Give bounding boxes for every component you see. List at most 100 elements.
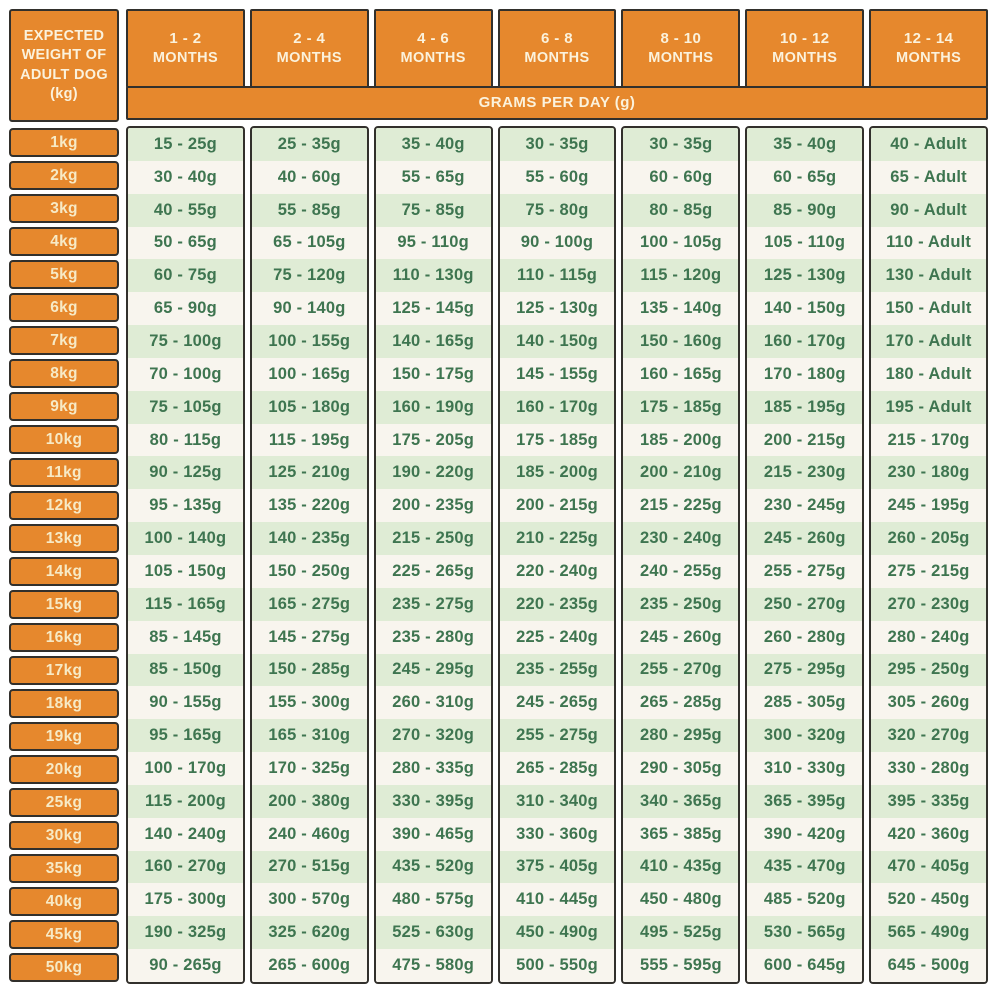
month-range-label: 8 - 10 xyxy=(660,30,702,48)
grams-value-cell: 100 - 170g xyxy=(128,752,243,785)
grams-value-cell: 265 - 285g xyxy=(499,752,615,785)
weight-label: 30kg xyxy=(9,821,119,850)
grams-value-cell: 310 - 340g xyxy=(499,784,615,818)
grams-value-cell: 200 - 215g xyxy=(747,423,863,457)
weight-row-slot: 18kg xyxy=(9,687,119,720)
weight-label: 10kg xyxy=(9,425,119,454)
grams-value-cell: 520 - 450g xyxy=(871,883,987,917)
grams-value-cell: 100 - 140g xyxy=(128,522,243,555)
grams-value-cell: 55 - 65g xyxy=(375,160,491,194)
grams-value-cell: 245 - 260g xyxy=(623,620,739,654)
grams-value-cell: 300 - 570g xyxy=(251,883,367,917)
grams-value-cell: 75 - 100g xyxy=(128,325,243,358)
grams-value-cell: 325 - 620g xyxy=(251,916,367,950)
grams-value-cell: 90 - Adult xyxy=(871,193,987,227)
month-range-label: 12 - 14 xyxy=(903,30,954,48)
grams-value-cell: 280 - 335g xyxy=(375,752,491,785)
grams-value-cell: 60 - 60g xyxy=(623,160,739,194)
grams-value-cell: 35 - 40g xyxy=(375,128,491,161)
grams-value-cell: 110 - 130g xyxy=(375,259,491,293)
grams-value-cell: 280 - 295g xyxy=(623,719,739,753)
weight-row-slot: 30kg xyxy=(9,819,119,852)
grams-value-cell: 275 - 295g xyxy=(747,653,863,687)
grams-value-cell: 90 - 100g xyxy=(499,226,615,260)
month-header-cell: 2 - 4 MONTHS xyxy=(249,9,369,88)
grams-value-cell: 185 - 200g xyxy=(499,456,615,490)
grams-value-cell: 160 - 190g xyxy=(375,390,491,424)
month-unit-label: MONTHS xyxy=(895,49,962,66)
grams-value-cell: 115 - 195g xyxy=(251,423,367,457)
grams-value-cell: 175 - 300g xyxy=(128,883,243,917)
weight-row-slot: 50kg xyxy=(9,951,119,984)
grams-value-cell: 175 - 185g xyxy=(623,390,739,424)
grams-value-cell: 300 - 320g xyxy=(747,719,863,753)
grams-value-cell: 235 - 255g xyxy=(499,653,615,687)
month-data-column: 35 - 40g 60 - 65g 85 - 90g 105 - 110g 125 - … xyxy=(745,126,865,984)
grams-value-cell: 210 - 225g xyxy=(499,522,615,555)
grams-value-cell: 135 - 140g xyxy=(623,292,739,326)
grams-value-cell: 395 - 335g xyxy=(871,784,987,818)
data-columns: 15 - 25g 30 - 40g 40 - 55g 50 - 65g 60 - 75g… xyxy=(126,126,989,984)
weight-row-slot: 16kg xyxy=(9,621,119,654)
weight-label: 7kg xyxy=(9,326,119,355)
grams-value-cell: 235 - 250g xyxy=(623,587,739,621)
grams-value-cell: 65 - 90g xyxy=(128,292,243,326)
month-unit-label: MONTHS xyxy=(400,49,466,66)
grams-value-cell: 480 - 575g xyxy=(375,883,491,917)
month-range-label: 6 - 8 xyxy=(541,30,574,48)
weight-row-slot: 25kg xyxy=(9,786,119,819)
grams-value-cell: 105 - 180g xyxy=(251,390,367,424)
weight-label: 6kg xyxy=(9,293,119,322)
grams-value-cell: 270 - 230g xyxy=(871,587,987,621)
grams-value-cell: 170 - 180g xyxy=(747,357,863,391)
grams-value-cell: 265 - 285g xyxy=(623,686,739,720)
grams-value-cell: 140 - 235g xyxy=(251,522,367,555)
weight-row-slot: 14kg xyxy=(9,555,119,588)
grams-value-cell: 140 - 165g xyxy=(375,325,491,358)
grams-value-cell: 155 - 300g xyxy=(251,686,367,720)
grams-value-cell: 230 - 240g xyxy=(623,522,739,555)
grams-value-cell: 60 - 75g xyxy=(128,259,243,293)
month-range-label: 10 - 12 xyxy=(779,30,830,48)
grams-value-cell: 85 - 150g xyxy=(128,653,243,687)
grams-value-cell: 330 - 360g xyxy=(499,817,615,851)
weight-label: 15kg xyxy=(9,590,119,619)
grams-value-cell: 105 - 110g xyxy=(747,226,863,260)
grams-value-cell: 100 - 105g xyxy=(623,226,739,260)
month-headers-row: 1 - 2 MONTHS 2 - 4 MONTHS 4 - 6 MONTHS 6… xyxy=(126,9,989,88)
grams-value-cell: 250 - 270g xyxy=(747,587,863,621)
grams-value-cell: 160 - 270g xyxy=(128,850,243,884)
weight-label: 40kg xyxy=(9,887,119,916)
grams-value-cell: 150 - Adult xyxy=(871,292,987,326)
grams-value-cell: 105 - 150g xyxy=(128,554,243,588)
grams-value-cell: 320 - 270g xyxy=(871,719,987,753)
grams-value-cell: 135 - 220g xyxy=(251,489,367,523)
grams-value-cell: 365 - 395g xyxy=(747,784,863,818)
weight-row-slot: 1kg xyxy=(9,126,119,159)
grams-value-cell: 190 - 325g xyxy=(128,916,243,950)
grams-value-cell: 140 - 240g xyxy=(128,817,243,851)
weight-label: 2kg xyxy=(9,161,119,190)
grams-value-cell: 290 - 305g xyxy=(623,752,739,785)
weight-label: 19kg xyxy=(9,722,119,751)
grams-value-cell: 255 - 275g xyxy=(499,719,615,753)
weight-row-slot: 17kg xyxy=(9,654,119,687)
weight-row-slot: 12kg xyxy=(9,489,119,522)
grams-value-cell: 565 - 490g xyxy=(871,916,987,950)
grams-value-cell: 175 - 205g xyxy=(375,423,491,457)
month-unit-label: MONTHS xyxy=(524,49,590,66)
grams-value-cell: 305 - 260g xyxy=(871,686,987,720)
grams-value-cell: 330 - 395g xyxy=(375,784,491,818)
grams-value-cell: 310 - 330g xyxy=(747,752,863,785)
grams-value-cell: 200 - 215g xyxy=(499,489,615,523)
month-data-column: 30 - 35g 55 - 60g 75 - 80g 90 - 100g 110 - 1… xyxy=(497,126,617,984)
month-header-cell: 8 - 10 MONTHS xyxy=(621,9,741,88)
weight-label: 25kg xyxy=(9,788,119,817)
grams-value-cell: 500 - 550g xyxy=(499,949,615,982)
grams-value-cell: 420 - 360g xyxy=(871,817,987,851)
grams-value-cell: 55 - 85g xyxy=(251,193,367,227)
grams-value-cell: 255 - 270g xyxy=(623,653,739,687)
grams-value-cell: 450 - 490g xyxy=(499,916,615,950)
table-header: EXPECTED WEIGHT OF ADULT DOG (kg) 1 - 2 … xyxy=(9,9,989,122)
month-unit-label: MONTHS xyxy=(648,49,714,66)
